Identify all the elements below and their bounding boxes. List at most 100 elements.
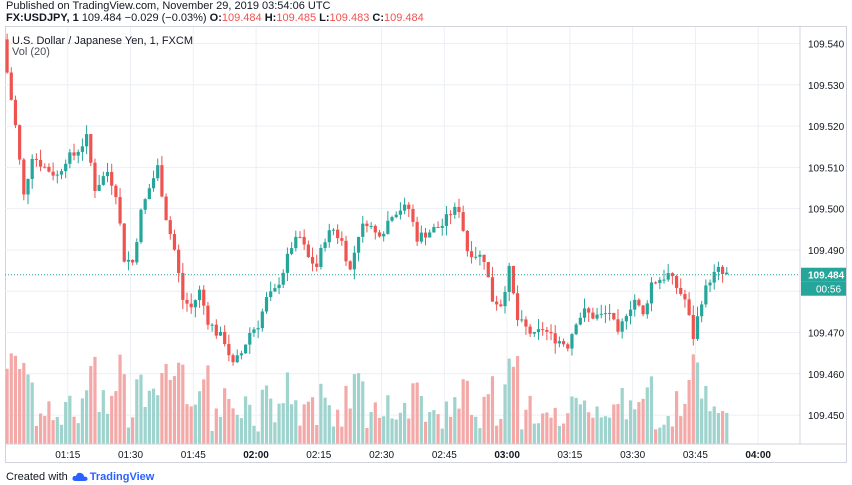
volume-bar bbox=[9, 353, 13, 444]
candle bbox=[402, 204, 407, 211]
candle bbox=[369, 225, 373, 227]
candle bbox=[9, 72, 13, 100]
axis-layer: 109.450109.460109.470109.480109.490109.5… bbox=[5, 27, 847, 461]
high-value: 109.485 bbox=[276, 12, 317, 24]
candle bbox=[486, 261, 490, 278]
volume-bar bbox=[277, 403, 281, 444]
volume-bar bbox=[398, 412, 403, 444]
volume-bar bbox=[407, 418, 411, 444]
volume-legend: Vol (20) bbox=[12, 46, 50, 58]
candle bbox=[428, 232, 432, 238]
candle bbox=[658, 279, 662, 284]
candle bbox=[147, 188, 151, 200]
candle bbox=[59, 171, 64, 175]
volume-bar bbox=[478, 428, 482, 444]
volume-bar bbox=[499, 418, 503, 444]
volume-bar bbox=[202, 379, 206, 444]
volume-bar bbox=[252, 425, 256, 444]
volume-bar bbox=[105, 413, 110, 444]
candle bbox=[687, 299, 691, 316]
volume-bar bbox=[566, 413, 570, 444]
candle bbox=[218, 331, 223, 336]
tradingview-cloud-icon bbox=[72, 472, 88, 481]
volume-bar bbox=[423, 421, 428, 444]
tradingview-brand: TradingView bbox=[89, 471, 155, 483]
candle bbox=[214, 324, 218, 336]
volume-bar bbox=[143, 406, 147, 444]
volume-bar bbox=[436, 414, 440, 444]
volume-bar bbox=[633, 409, 637, 444]
volume-bar bbox=[177, 362, 181, 444]
volume-bar bbox=[641, 398, 645, 444]
volume-bar bbox=[68, 395, 72, 444]
candle bbox=[603, 313, 608, 315]
candle bbox=[449, 214, 453, 216]
symbol-name[interactable]: FX:USDJPY, 1 bbox=[6, 12, 79, 24]
volume-bar bbox=[55, 416, 59, 444]
volume-bar bbox=[135, 379, 139, 444]
candle bbox=[633, 299, 637, 310]
candle bbox=[319, 248, 323, 267]
candle bbox=[436, 226, 440, 228]
volume-bar bbox=[557, 426, 562, 444]
volume-bar bbox=[344, 385, 348, 444]
volume-bar bbox=[561, 423, 566, 444]
candle bbox=[582, 308, 587, 318]
candle bbox=[419, 232, 423, 242]
volume-bar bbox=[444, 401, 449, 444]
symbol-ohlc-bar: FX:USDJPY, 1 109.484 −0.029 (−0.03%) O:1… bbox=[6, 12, 424, 24]
volume-bar bbox=[302, 404, 306, 444]
volume-bar bbox=[64, 401, 68, 444]
candle bbox=[490, 277, 495, 302]
volume-bar bbox=[51, 420, 55, 444]
candle bbox=[310, 257, 315, 264]
volume-bar bbox=[658, 427, 662, 444]
close-value: 109.484 bbox=[383, 12, 424, 24]
volume-bar bbox=[449, 416, 453, 444]
volume-bar bbox=[114, 391, 118, 444]
candle bbox=[306, 244, 310, 258]
volume-bar bbox=[131, 417, 135, 444]
volume-bar bbox=[428, 412, 432, 444]
candle bbox=[22, 159, 26, 195]
countdown-label: 00:56 bbox=[816, 285, 841, 296]
candle bbox=[570, 334, 574, 349]
volume-bar bbox=[365, 428, 369, 444]
volume-bar bbox=[210, 430, 214, 444]
volume-bar bbox=[570, 396, 574, 444]
volume-bar bbox=[482, 396, 486, 444]
candle bbox=[432, 226, 436, 233]
open-label: O: bbox=[209, 12, 222, 24]
candle bbox=[277, 284, 281, 289]
candle bbox=[126, 259, 131, 262]
volume-bar bbox=[273, 422, 277, 444]
candle bbox=[691, 315, 695, 339]
candle bbox=[177, 249, 181, 274]
candle bbox=[595, 314, 599, 319]
candle bbox=[151, 178, 156, 189]
candle bbox=[105, 171, 110, 177]
volume-bar bbox=[147, 390, 151, 444]
volume-bar bbox=[620, 387, 624, 444]
candle bbox=[164, 196, 168, 221]
volume-bar bbox=[704, 385, 708, 444]
candle bbox=[423, 232, 428, 238]
x-tick-label: 04:00 bbox=[745, 450, 771, 461]
chart-frame[interactable] bbox=[5, 26, 847, 463]
y-tick-label: 109.460 bbox=[808, 370, 845, 381]
candle bbox=[131, 259, 135, 263]
volume-bar bbox=[223, 388, 227, 444]
volume-bar bbox=[700, 398, 704, 444]
tradingview-logo[interactable]: TradingView bbox=[72, 471, 155, 483]
candle bbox=[566, 344, 570, 349]
candle bbox=[578, 317, 582, 325]
volume-bar bbox=[38, 413, 43, 444]
x-tick-label: 01:30 bbox=[118, 450, 143, 461]
x-tick-label: 01:45 bbox=[181, 450, 206, 461]
volume-bar bbox=[432, 410, 436, 444]
candle bbox=[536, 329, 541, 333]
volume-bar bbox=[26, 374, 30, 444]
volume-bar bbox=[549, 417, 553, 444]
candle bbox=[720, 266, 725, 275]
